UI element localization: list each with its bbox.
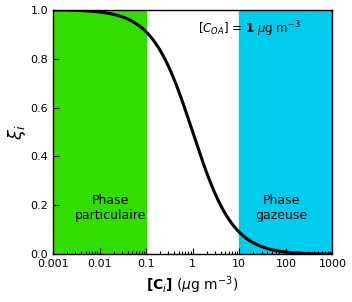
Text: Phase
particulaire: Phase particulaire (75, 194, 146, 222)
Text: Phase
gazeuse: Phase gazeuse (255, 194, 307, 222)
X-axis label: $\mathbf{[C_{\it{i}}]}$ ($\mu$g m$^{-3}$): $\mathbf{[C_{\it{i}}]}$ ($\mu$g m$^{-3}$… (146, 275, 239, 297)
Text: $[C_{OA}]$ = $\mathbf{1}$ $\mu$g m$^{-3}$: $[C_{OA}]$ = $\mathbf{1}$ $\mu$g m$^{-3}… (198, 19, 301, 39)
Bar (53, 10, 146, 254)
Y-axis label: $\xi_i$: $\xi_i$ (6, 124, 27, 140)
